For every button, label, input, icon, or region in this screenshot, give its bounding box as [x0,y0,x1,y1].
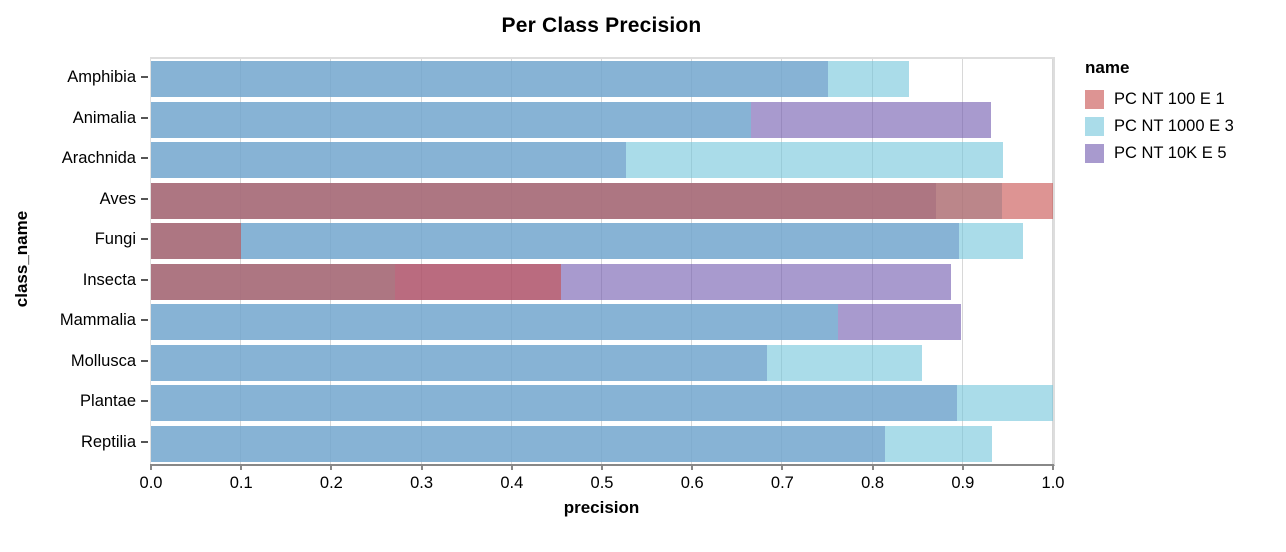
x-tick-label: 0.0 [139,474,163,492]
legend-item: PC NT 100 E 1 [1085,90,1234,109]
y-tick [141,278,148,281]
x-tick [510,464,513,470]
legend-title: name [1085,58,1130,77]
y-tick [141,76,148,79]
gridline [240,59,242,464]
y-category-label: Arachnida [61,149,136,168]
y-axis-title: class_name [12,210,31,308]
x-tick-label: 0.5 [590,474,614,492]
bar-aves-pc-nt-100-e-1[interactable] [151,182,1053,219]
x-tick [601,464,603,470]
x-tick [871,464,874,470]
bar-insecta-pc-nt-100-e-1[interactable] [151,263,562,300]
y-category-label: Fungi [94,230,136,249]
gridline [961,59,963,464]
x-tick-label: 0.8 [861,474,885,492]
x-tick-label: 0.1 [229,474,253,492]
y-category-label: Insecta [82,270,136,289]
x-tick [781,464,784,470]
bar-mammalia-pc-nt-1000-e-3[interactable] [151,304,839,341]
x-tick [691,464,694,470]
bar-fungi-pc-nt-1000-e-3[interactable] [151,223,1024,260]
x-tick [420,464,423,470]
chart-title: Per Class Precision [501,14,702,37]
y-category-label: Mollusca [70,351,136,370]
bar-animalia-pc-nt-1000-e-3[interactable] [151,101,751,138]
y-category-label: Plantae [80,392,136,411]
gridline [420,59,422,464]
x-tick [150,464,152,470]
gridline [510,59,512,464]
x-tick [1052,464,1054,470]
y-category-label: Mammalia [59,311,136,330]
y-tick [141,116,148,119]
x-tick-label: 0.9 [951,474,975,492]
gridline [871,59,873,464]
x-tick [961,464,964,470]
y-category-label: Reptilia [80,432,136,451]
gridline [601,59,602,464]
y-tick [141,197,148,200]
x-tick [330,464,333,470]
gridline [781,59,783,464]
bar-arachnida-pc-nt-1000-e-3[interactable] [151,142,1004,179]
x-tick-label: 0.7 [770,474,794,492]
y-category-label: Aves [99,189,136,208]
y-axis: Amphibia Animalia Arachnida Aves Fungi Insect… [0,57,149,462]
y-category-label: Amphibia [67,68,136,87]
bar-mollusca-pc-nt-1000-e-3[interactable] [151,344,923,381]
bar-plantae-pc-nt-1000-e-3[interactable] [151,385,1053,422]
legend-items: PC NT 100 E 1 PC NT 1000 E 3 PC NT 10K E 5 [1085,90,1234,163]
plot-area [150,57,1055,466]
bar-amphibia-pc-nt-1000-e-3[interactable] [151,61,909,98]
gridline [1052,59,1053,464]
legend-swatch [1085,117,1104,136]
bar-fungi-pc-nt-100-e-1[interactable] [151,223,242,260]
gridline [330,59,332,464]
legend-swatch [1085,90,1104,109]
x-tick-label: 0.2 [319,474,343,492]
legend-item-label: PC NT 100 E 1 [1114,90,1225,108]
y-tick [141,440,148,443]
x-tick-label: 0.6 [680,474,704,492]
gridline [691,59,693,464]
legend: name PC NT 100 E 1 PC NT 1000 E 3 PC NT 10… [1085,58,1234,171]
x-tick [240,464,243,470]
y-tick [141,319,148,322]
y-category-label: Animalia [72,108,136,127]
legend-item: PC NT 10K E 5 [1085,144,1234,163]
bar-reptilia-pc-nt-1000-e-3[interactable] [151,425,992,462]
x-tick-label: 1.0 [1041,474,1065,492]
legend-item-label: PC NT 10K E 5 [1114,144,1227,162]
y-tick [141,238,148,241]
y-tick [141,359,148,362]
x-tick-label: 0.4 [500,474,524,492]
y-tick [141,157,148,160]
legend-swatch [1085,144,1104,163]
legend-item-label: PC NT 1000 E 3 [1114,117,1234,135]
x-tick-label: 0.3 [410,474,434,492]
x-axis-title: precision [563,498,640,517]
x-axis: 0.0 0.1 0.2 0.3 0.4 0.5 0.6 0.7 0.8 0.9 1.0 [140,464,1064,520]
y-tick [141,400,148,403]
legend-item: PC NT 1000 E 3 [1085,117,1234,136]
